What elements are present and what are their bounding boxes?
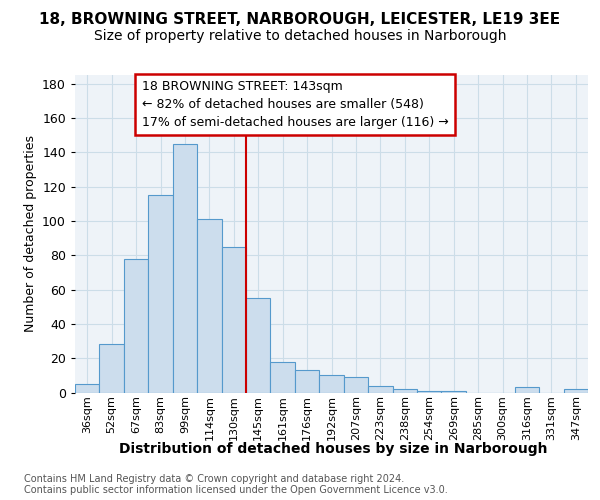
Text: Contains HM Land Registry data © Crown copyright and database right 2024.: Contains HM Land Registry data © Crown c… <box>24 474 404 484</box>
Bar <box>344 377 368 392</box>
Bar <box>124 258 148 392</box>
Bar <box>442 391 466 392</box>
Bar <box>197 219 221 392</box>
Text: 18 BROWNING STREET: 143sqm
← 82% of detached houses are smaller (548)
17% of sem: 18 BROWNING STREET: 143sqm ← 82% of deta… <box>142 80 448 129</box>
Bar <box>295 370 319 392</box>
Text: Contains public sector information licensed under the Open Government Licence v3: Contains public sector information licen… <box>24 485 448 495</box>
Bar <box>515 388 539 392</box>
Bar <box>392 389 417 392</box>
Text: Size of property relative to detached houses in Narborough: Size of property relative to detached ho… <box>94 29 506 43</box>
Bar <box>417 391 442 392</box>
Bar <box>271 362 295 392</box>
Bar <box>319 376 344 392</box>
Text: Distribution of detached houses by size in Narborough: Distribution of detached houses by size … <box>119 442 547 456</box>
Bar <box>368 386 392 392</box>
Bar <box>173 144 197 392</box>
Bar <box>563 389 588 392</box>
Bar <box>148 195 173 392</box>
Y-axis label: Number of detached properties: Number of detached properties <box>23 135 37 332</box>
Text: 18, BROWNING STREET, NARBOROUGH, LEICESTER, LE19 3EE: 18, BROWNING STREET, NARBOROUGH, LEICEST… <box>40 12 560 28</box>
Bar <box>246 298 271 392</box>
Bar <box>221 246 246 392</box>
Bar <box>100 344 124 393</box>
Bar <box>75 384 100 392</box>
